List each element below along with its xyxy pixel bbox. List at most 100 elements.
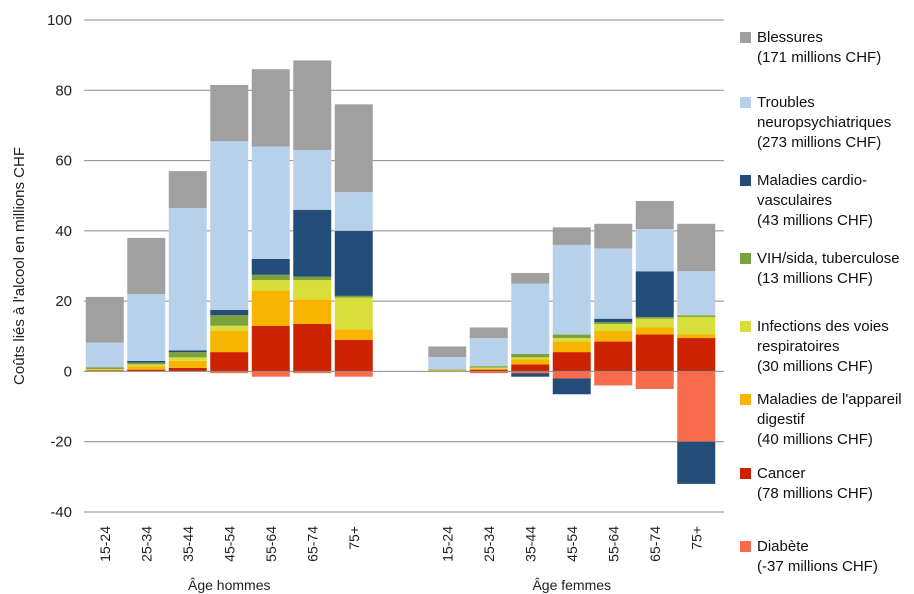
x-category-label: 65-74 <box>304 526 320 562</box>
bar-segment <box>293 209 332 277</box>
legend-label: VIH/sida, tuberculose <box>757 250 900 267</box>
bar-segment <box>594 322 633 324</box>
bar-segment <box>168 360 207 368</box>
legend-label: neuropsychiatriques <box>757 114 891 131</box>
x-category-label: 45-54 <box>564 526 580 562</box>
bar-segment <box>552 227 591 245</box>
bar-segment <box>594 371 633 386</box>
bar-segment <box>677 371 716 442</box>
y-tick-label: -40 <box>50 504 72 521</box>
bar-segment <box>334 192 373 231</box>
bar-segment <box>677 441 716 484</box>
bar-segment <box>511 364 550 372</box>
legend-label: (30 millions CHF) <box>757 358 873 375</box>
bar-segment <box>251 280 290 291</box>
bar-segment <box>428 346 467 358</box>
legend-label: respiratoires <box>757 338 840 355</box>
bar-segment <box>168 352 207 358</box>
legend-label: (-37 millions CHF) <box>757 558 878 575</box>
x-category-label: 35-44 <box>522 526 538 562</box>
legend-label: Blessures <box>757 29 823 46</box>
bar-segment <box>334 295 373 298</box>
bar-segment <box>428 369 467 371</box>
bar-segment <box>127 369 166 372</box>
bar-segment <box>334 104 373 193</box>
y-tick-label: 20 <box>55 293 72 310</box>
group-label: Âge hommes <box>188 577 270 593</box>
bar-segment <box>469 371 508 374</box>
bar-segment <box>210 309 249 316</box>
legend-label: (273 millions CHF) <box>757 134 881 151</box>
x-category-label: 65-74 <box>647 526 663 562</box>
bar-segment <box>677 334 716 339</box>
legend-label: Infections des voies <box>757 318 889 335</box>
bar-segment <box>251 290 290 326</box>
x-category-label: 75+ <box>688 526 704 550</box>
legend-swatch <box>740 321 751 332</box>
bar-segment <box>334 339 373 372</box>
bar-segment <box>85 367 124 369</box>
bar-segment <box>127 364 166 367</box>
x-category-label: 45-54 <box>221 526 237 562</box>
bar-segment <box>251 371 290 377</box>
legend-swatch <box>740 253 751 264</box>
y-tick-labels: -40 -20 0 20 40 60 80 100 <box>47 12 72 521</box>
bar-segment <box>127 366 166 370</box>
group-label: Âge femmes <box>532 577 611 593</box>
bar-segment <box>334 297 373 330</box>
legend: Blessures (171 millions CHF) Troubles neuro… <box>740 29 902 575</box>
x-category-label: 25-34 <box>481 526 497 562</box>
bar-segment <box>635 229 674 272</box>
bar-segment <box>552 378 591 395</box>
bar-segment <box>251 325 290 372</box>
bar-segment <box>334 230 373 296</box>
y-tick-label: 0 <box>64 363 72 380</box>
bar-segment <box>293 276 332 281</box>
bar-segment <box>85 368 124 370</box>
bar-segment <box>677 315 716 317</box>
legend-label: digestif <box>757 411 805 428</box>
bar-segment <box>511 371 550 374</box>
bar-segment <box>210 85 249 142</box>
bar-segment <box>168 367 207 372</box>
bar-segment <box>469 367 508 369</box>
bar-segment <box>469 327 508 339</box>
bar-segment <box>552 371 591 379</box>
bar-segment <box>594 223 633 249</box>
bar-segment <box>469 338 508 367</box>
bar-segment <box>635 271 674 317</box>
bar-segment <box>635 334 674 372</box>
bar-segment <box>635 371 674 389</box>
x-category-label: 55-64 <box>605 526 621 562</box>
x-category-label: 25-34 <box>138 526 154 562</box>
bar-segment <box>127 294 166 361</box>
legend-swatch <box>740 32 751 43</box>
bar-segment <box>168 208 207 351</box>
bar-segment <box>334 371 373 377</box>
bar-segment <box>85 369 124 371</box>
y-tick-label: 80 <box>55 82 72 99</box>
bar-segment <box>552 341 591 353</box>
group-labels: Âge hommes Âge femmes <box>188 577 611 593</box>
y-tick-label: 60 <box>55 153 72 170</box>
legend-label: Troubles <box>757 94 815 111</box>
bar-segment <box>293 299 332 324</box>
x-category-label: 75+ <box>346 526 362 550</box>
bar-segment <box>428 369 467 370</box>
bar-segment <box>469 369 508 372</box>
bar-segment <box>594 323 633 332</box>
bar-segment <box>428 357 467 370</box>
bar-segment <box>511 353 550 358</box>
bar-segment <box>85 342 124 368</box>
legend-swatch <box>740 541 751 552</box>
bar-segment <box>210 325 249 332</box>
bar-segment <box>469 366 508 368</box>
legend-label: Maladies de l'appareil <box>757 391 902 408</box>
bar-segment <box>293 150 332 210</box>
bar-segment <box>511 373 550 377</box>
legend-label: (171 millions CHF) <box>757 49 881 66</box>
bar-segment <box>635 200 674 230</box>
bar-segment <box>552 244 591 335</box>
bar-segment <box>210 331 249 353</box>
